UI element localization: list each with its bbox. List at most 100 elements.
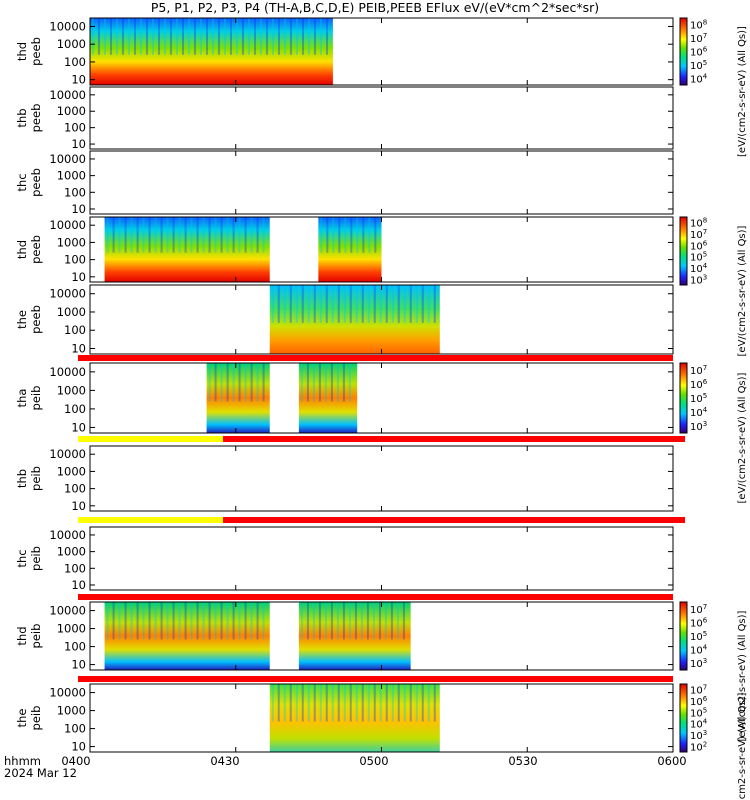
spectrogram-streak xyxy=(166,217,169,253)
spectrogram-streak xyxy=(368,217,371,253)
spectrogram-streak xyxy=(320,217,323,253)
colorbar-tick-label: 106 xyxy=(690,46,708,59)
spectrogram-streak xyxy=(295,684,298,722)
spectrogram-streak xyxy=(338,217,341,253)
spectrogram-streak xyxy=(409,684,412,722)
spectrogram-streak xyxy=(250,602,253,640)
colorbar-label: [eV/(cm2-s-sr-eV) (All Qs)] xyxy=(737,225,748,356)
panel-5: 10 100 1000 10000 tha peib xyxy=(15,362,674,434)
spectrogram-streak xyxy=(244,602,247,640)
panel-label-product: peib xyxy=(29,706,43,731)
colorbar-tick-label: 108 xyxy=(690,19,707,32)
spectrogram-streak xyxy=(325,285,328,323)
spectrogram-streak xyxy=(313,684,316,722)
panel-label-probe: thd xyxy=(15,626,29,645)
spectrogram-streak xyxy=(318,363,321,402)
spectrogram-streak xyxy=(336,602,339,640)
spectrogram-streak xyxy=(427,684,430,722)
spectrogram-streak xyxy=(188,18,190,55)
spectrogram-streak xyxy=(238,363,241,402)
spectrogram-streak xyxy=(348,363,351,402)
panel-label-product: peeb xyxy=(29,168,43,197)
y-tick-label: 10 xyxy=(71,270,86,284)
panel-label-probe: thd xyxy=(15,42,29,61)
spectrogram-streak xyxy=(326,217,329,253)
spectrogram-streak xyxy=(326,18,328,55)
spectrogram-streak xyxy=(350,217,353,253)
spectrogram-streak xyxy=(421,285,424,323)
colorbar-tick-label: 107 xyxy=(690,603,707,616)
y-tick-label: 10000 xyxy=(49,152,86,166)
spectrogram-streak xyxy=(290,18,292,55)
colorbar xyxy=(679,601,688,671)
panel-1: 10 100 1000 10000 thb peeb xyxy=(15,86,674,151)
spectrogram-streak xyxy=(118,217,121,253)
spectrogram-streak xyxy=(302,18,304,55)
y-tick-label: 10 xyxy=(71,137,86,151)
spectrogram-streak xyxy=(343,684,346,722)
spectrogram-streak xyxy=(320,18,322,55)
spectrogram-streak xyxy=(226,363,229,402)
y-tick-label: 10 xyxy=(71,420,86,434)
spectrogram-streak xyxy=(427,285,430,323)
spectrogram-streak xyxy=(154,217,157,253)
y-tick-label: 10 xyxy=(71,499,86,513)
y-tick-label: 10 xyxy=(71,73,86,87)
spectrogram-streak xyxy=(336,363,339,402)
y-tick-label: 1000 xyxy=(57,545,86,559)
spectrogram-streak xyxy=(172,602,175,640)
spectrogram-streak xyxy=(232,217,235,253)
spectrogram-streak xyxy=(409,285,412,323)
spectrogram-streak xyxy=(384,602,387,640)
spectrogram-streak xyxy=(433,684,436,722)
spectrogram-streak xyxy=(238,217,241,253)
spectrogram-block-8-1 xyxy=(298,602,411,670)
spectrogram-streak xyxy=(166,602,169,640)
y-tick-label: 1000 xyxy=(57,464,86,478)
spectrogram-streak xyxy=(415,285,418,323)
colorbar-tick-label: 102 xyxy=(690,740,707,753)
colorbar-tick-label: 103 xyxy=(690,273,707,286)
panel-label-probe: thd xyxy=(15,240,29,259)
y-tick-label: 10 xyxy=(71,578,86,592)
spectrogram-streak xyxy=(367,684,370,722)
spectrogram-streak xyxy=(330,363,333,402)
y-tick-label: 1000 xyxy=(57,622,86,636)
spectrogram-streak xyxy=(373,285,376,323)
spectrogram-streak xyxy=(313,285,316,323)
spectrogram-streak xyxy=(98,18,100,55)
spectrogram-streak xyxy=(112,602,115,640)
spectrogram-streak xyxy=(332,217,335,253)
panel-label-product: peib xyxy=(29,386,43,411)
spectrogram-streak xyxy=(220,217,223,253)
y-tick-label: 1000 xyxy=(57,104,86,118)
spectrogram-streak xyxy=(272,18,274,55)
spectrogram-streak xyxy=(244,363,247,402)
spectrogram-streak xyxy=(301,285,304,323)
y-tick-label: 10000 xyxy=(49,218,86,232)
spectrogram-streak xyxy=(232,602,235,640)
spectrogram-streak xyxy=(178,602,181,640)
colorbar-tick-label: 104 xyxy=(690,644,708,657)
spectrogram-streak xyxy=(136,602,139,640)
spectrogram-streak xyxy=(248,18,250,55)
colorbar xyxy=(679,216,688,286)
spectrogram-streak xyxy=(190,217,193,253)
spectrogram-streak xyxy=(226,602,229,640)
spectrogram-streak xyxy=(176,18,178,55)
colorbar-tick-label: 104 xyxy=(690,72,708,85)
y-tick-label: 1000 xyxy=(57,235,86,249)
spectrogram-streak xyxy=(140,18,142,55)
spectrogram-streak xyxy=(236,18,238,55)
spectrogram-streak xyxy=(130,217,133,253)
spectrogram-streak xyxy=(184,217,187,253)
panel-label-probe: thb xyxy=(15,108,29,127)
colorbar-tick-label: 107 xyxy=(690,364,707,377)
spectrogram-streak xyxy=(136,217,139,253)
spectrogram-streak xyxy=(337,285,340,323)
y-tick-label: 10 xyxy=(71,342,86,356)
panel-0: 10 100 1000 10000 thd peeb xyxy=(15,17,674,87)
spectrogram-streak xyxy=(319,285,322,323)
spectrogram-streak xyxy=(301,684,304,722)
